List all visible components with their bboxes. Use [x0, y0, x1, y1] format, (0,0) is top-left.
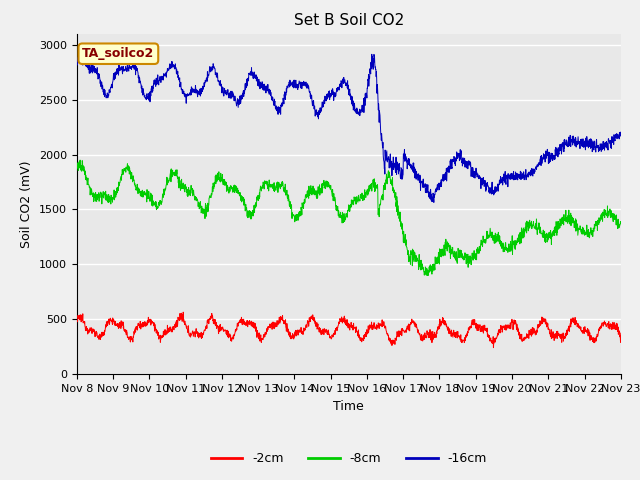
Text: TA_soilco2: TA_soilco2: [82, 47, 154, 60]
Legend: -2cm, -8cm, -16cm: -2cm, -8cm, -16cm: [205, 447, 492, 470]
Title: Set B Soil CO2: Set B Soil CO2: [294, 13, 404, 28]
X-axis label: Time: Time: [333, 400, 364, 413]
Y-axis label: Soil CO2 (mV): Soil CO2 (mV): [20, 160, 33, 248]
